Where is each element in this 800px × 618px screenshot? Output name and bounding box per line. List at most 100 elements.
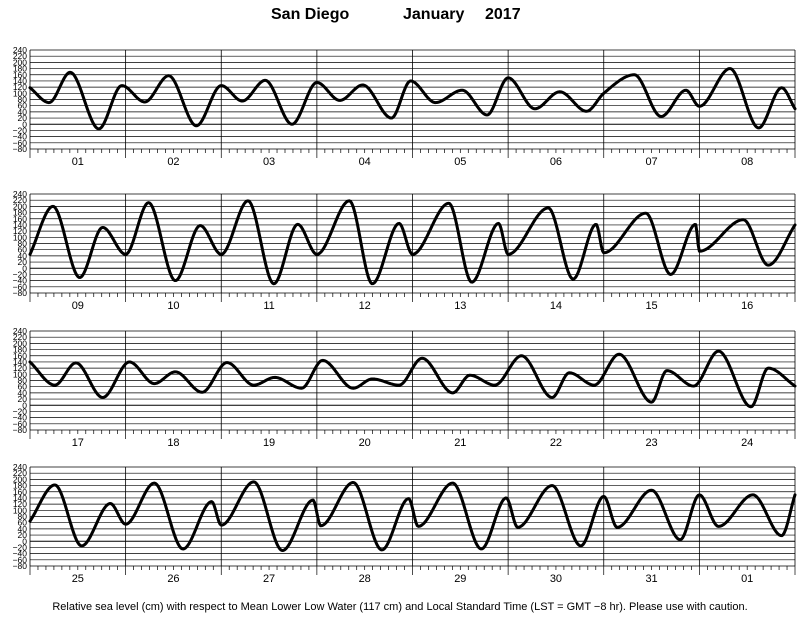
day-label: 04 [359,156,371,168]
day-label: 25 [72,573,84,585]
y-tick-label: 120 [13,82,27,92]
y-tick-label: −80 [13,561,28,571]
y-tick-label: 140 [13,493,27,503]
y-tick-label: 60 [18,382,28,392]
y-tick-label: 100 [13,88,27,98]
y-tick-label: 80 [18,512,28,522]
day-label: 01 [72,156,84,168]
tide-curve [28,480,797,553]
y-tick-label: −40 [13,413,28,423]
y-tick-label: 220 [13,195,27,205]
day-label: 10 [167,300,179,312]
day-label: 15 [645,300,657,312]
y-tick-label: 40 [18,251,28,261]
y-tick-label: 200 [13,57,27,67]
day-label: 26 [167,573,179,585]
y-tick-label: 180 [13,208,27,218]
y-tick-label: −40 [13,549,28,559]
y-tick-label: 40 [18,388,28,398]
y-tick-label: 40 [18,107,28,117]
y-tick-label: 160 [13,487,27,497]
y-tick-label: 100 [13,232,27,242]
y-tick-label: 220 [13,468,27,478]
day-label: 11 [263,300,274,312]
y-tick-label: −80 [13,288,28,298]
y-tick-label: 240 [13,189,27,199]
y-tick-label: 100 [13,505,27,515]
y-tick-label: −20 [13,542,28,552]
y-tick-label: 0 [22,263,27,273]
y-tick-label: −20 [13,269,28,279]
y-tick-label: 0 [22,119,27,129]
day-label: 05 [454,156,466,168]
y-tick-label: 0 [22,400,27,410]
y-tick-label: −40 [13,132,28,142]
y-tick-label: 120 [13,499,27,509]
day-label: 13 [454,300,466,312]
y-tick-label: −40 [13,276,28,286]
y-tick-label: 220 [13,332,27,342]
chart-title: San Diego January 2017 [0,6,800,28]
y-tick-label: 60 [18,245,28,255]
y-tick-label: −60 [13,555,28,565]
y-tick-label: 200 [13,474,27,484]
day-label: 02 [167,156,179,168]
day-label: 01 [741,573,753,585]
y-tick-label: 140 [13,357,27,367]
y-tick-label: −80 [13,144,28,154]
tide-curve [28,67,797,131]
y-tick-label: 180 [13,345,27,355]
day-label: 12 [359,300,371,312]
y-tick-label: 80 [18,95,28,105]
day-label: 28 [359,573,371,585]
y-tick-label: 80 [18,239,28,249]
station-name: San Diego [271,6,350,23]
day-label: 16 [741,300,753,312]
y-tick-label: 160 [13,70,27,80]
y-tick-label: 200 [13,338,27,348]
day-label: 06 [550,156,562,168]
y-tick-label: 120 [13,226,27,236]
y-tick-label: 20 [18,530,28,540]
day-label: 20 [359,437,371,449]
day-label: 30 [550,573,562,585]
day-label: 17 [72,437,84,449]
tide-curve [28,349,797,409]
footer-caption: Relative sea level (cm) with respect to … [52,601,748,613]
y-tick-label: −60 [13,282,28,292]
y-tick-label: 140 [13,220,27,230]
y-tick-label: 20 [18,113,28,123]
day-label: 27 [263,573,275,585]
y-tick-label: 60 [18,101,28,111]
y-tick-label: 20 [18,257,28,267]
tide-curve [28,199,797,286]
y-tick-label: 80 [18,376,28,386]
day-label: 29 [454,573,466,585]
y-tick-label: 60 [18,518,28,528]
y-tick-label: 240 [13,45,27,55]
month-label: January [403,6,465,23]
y-tick-label: 40 [18,524,28,534]
y-tick-label: −20 [13,125,28,135]
y-tick-label: 220 [13,51,27,61]
day-label: 24 [741,437,753,449]
y-tick-label: 0 [22,536,27,546]
day-label: 21 [454,437,466,449]
y-tick-label: 240 [13,462,27,472]
day-label: 19 [263,437,275,449]
y-tick-label: 240 [13,326,27,336]
y-tick-label: −20 [13,406,28,416]
y-tick-label: 140 [13,76,27,86]
y-tick-label: 120 [13,363,27,373]
day-label: 14 [550,300,562,312]
day-label: 03 [263,156,275,168]
day-label: 22 [550,437,562,449]
y-tick-label: 200 [13,201,27,211]
y-tick-label: 160 [13,214,27,224]
year-label: 2017 [485,6,521,23]
y-tick-label: 20 [18,394,28,404]
y-tick-label: −60 [13,419,28,429]
y-tick-label: 180 [13,64,27,74]
day-label: 07 [645,156,657,168]
tide-chart: 240220200180160140120100806040200−20−40−… [13,45,797,585]
